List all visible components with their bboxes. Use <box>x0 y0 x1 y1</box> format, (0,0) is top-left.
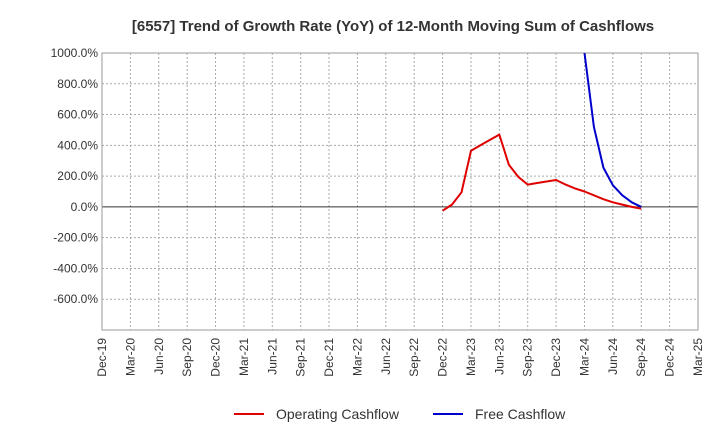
x-tick-label: Dec-24 <box>663 338 677 377</box>
y-tick-label: 600.0% <box>57 108 98 122</box>
y-tick-label: 400.0% <box>57 138 98 152</box>
x-tick-label: Sep-24 <box>634 338 648 377</box>
y-tick-label: 0.0% <box>71 200 99 214</box>
operating-cashflow-line <box>442 133 642 212</box>
series-lines <box>442 52 642 212</box>
legend-operating-cashflow-label: Operating Cashflow <box>276 406 400 422</box>
x-tick-label: Sep-22 <box>407 338 421 377</box>
free-cashflow-line <box>583 52 642 208</box>
y-tick-label: 800.0% <box>57 77 98 91</box>
x-tick-label: Jun-24 <box>606 338 620 375</box>
x-tick-label: Dec-19 <box>95 338 109 377</box>
x-tick-label: Sep-20 <box>180 338 194 377</box>
x-tick-label: Jun-21 <box>265 338 279 375</box>
y-tick-label: 1000.0% <box>51 46 99 60</box>
x-tick-label: Jun-23 <box>492 338 506 375</box>
chart-title: [6557] Trend of Growth Rate (YoY) of 12-… <box>132 18 654 35</box>
x-tick-label: Mar-20 <box>123 338 137 376</box>
x-tick-label: Jun-20 <box>152 338 166 375</box>
x-tick-label: Mar-25 <box>691 338 705 376</box>
y-axis: 1000.0% 800.0% 600.0% 400.0% 200.0% 0.0% -200.… <box>51 46 99 306</box>
x-tick-label: Mar-22 <box>350 338 364 376</box>
y-tick-label: 200.0% <box>57 169 98 183</box>
x-axis: Dec-19 Mar-20 Jun-20 Sep-20 Dec-20 Mar-21 Jun-… <box>95 338 705 377</box>
x-tick-label: Jun-22 <box>379 338 393 375</box>
x-tick-label: Dec-21 <box>322 338 336 377</box>
x-tick-label: Sep-21 <box>294 338 308 377</box>
x-tick-label: Mar-21 <box>237 338 251 376</box>
x-tick-label: Dec-20 <box>209 338 223 377</box>
x-tick-label: Sep-23 <box>521 338 535 377</box>
plot-area <box>102 53 698 330</box>
y-tick-label: -600.0% <box>53 292 98 306</box>
x-tick-label: Mar-24 <box>577 338 591 376</box>
y-tick-label: -400.0% <box>53 261 98 275</box>
legend: Operating Cashflow Free Cashflow <box>234 406 566 422</box>
x-tick-label: Dec-22 <box>436 338 450 377</box>
x-tick-label: Dec-23 <box>549 338 563 377</box>
plot-border <box>101 52 699 331</box>
y-tick-label: -200.0% <box>53 231 98 245</box>
legend-free-cashflow-label: Free Cashflow <box>475 406 566 422</box>
x-tick-label: Mar-23 <box>464 338 478 376</box>
